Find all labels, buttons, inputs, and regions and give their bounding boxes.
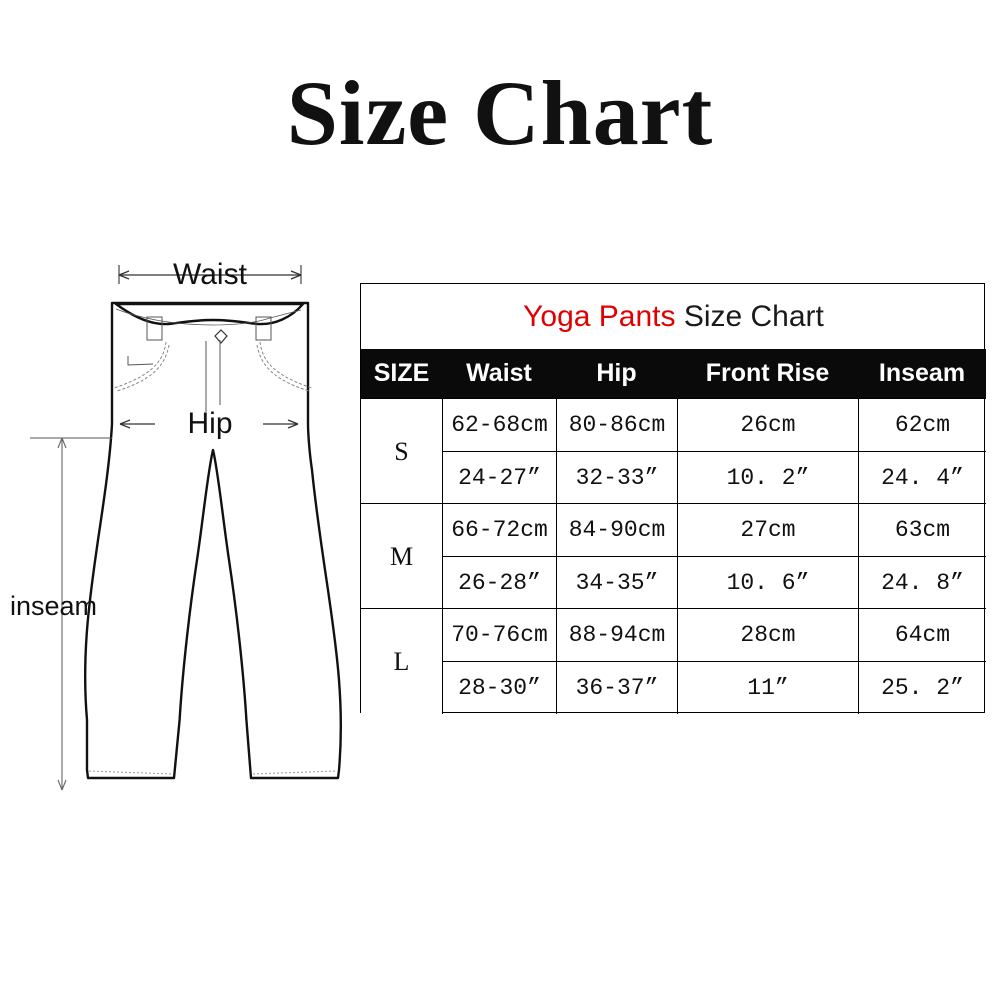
svg-text:inseam: inseam — [10, 591, 97, 621]
svg-text:Hip: Hip — [187, 407, 232, 440]
svg-text:Waist: Waist — [173, 258, 248, 291]
